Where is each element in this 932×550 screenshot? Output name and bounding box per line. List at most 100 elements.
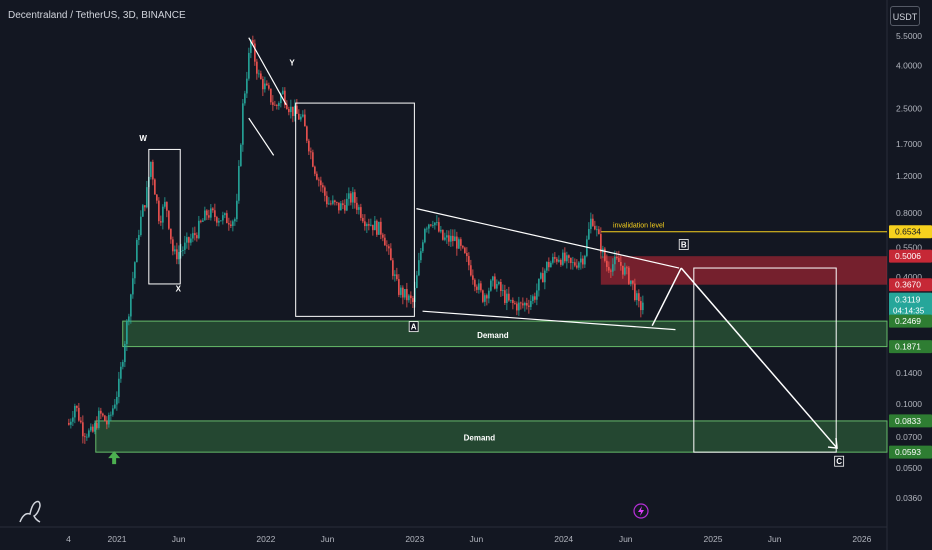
- x-tick-label: 2026: [852, 534, 871, 544]
- y-tick-label: 1.7000: [896, 139, 922, 149]
- candle-body: [114, 404, 116, 409]
- candle-body: [94, 423, 96, 432]
- candle-body: [642, 302, 644, 311]
- candle-body: [520, 302, 522, 304]
- candle-body: [572, 262, 574, 264]
- candle-body: [222, 215, 224, 221]
- candle-body: [322, 185, 324, 188]
- candle-body: [190, 238, 192, 243]
- candle-body: [574, 262, 576, 266]
- candle-body: [578, 262, 580, 268]
- candle-body: [610, 270, 612, 272]
- candle-body: [186, 237, 188, 243]
- x-tick-label: 2023: [405, 534, 424, 544]
- candle-body: [294, 105, 296, 117]
- candle-body: [84, 436, 86, 438]
- candle-body: [480, 283, 482, 291]
- x-tick-label: 2022: [256, 534, 275, 544]
- candle-body: [614, 256, 616, 265]
- symbol-title[interactable]: Decentraland / TetherUS, 3D, BINANCE: [8, 10, 186, 21]
- candle-body: [164, 201, 166, 207]
- wave-label-box-B: [678, 239, 689, 250]
- candle-body: [178, 252, 180, 260]
- candle-body: [422, 242, 424, 252]
- triangle-upper: [416, 208, 680, 269]
- candle-body: [558, 259, 560, 262]
- candle-body: [626, 267, 628, 269]
- candle-body: [352, 192, 354, 203]
- candle-body: [636, 293, 638, 301]
- candle-body: [348, 193, 350, 199]
- candle-body: [450, 235, 452, 242]
- up-arrow-icon: [108, 451, 121, 465]
- currency-button[interactable]: USDT: [890, 6, 920, 26]
- candle-body: [320, 180, 322, 186]
- wave-label-A: A: [411, 323, 417, 332]
- candle-body: [90, 426, 92, 431]
- candle-body: [630, 280, 632, 284]
- candle-body: [428, 224, 430, 229]
- candle-body: [158, 200, 160, 222]
- candle-body: [570, 257, 572, 263]
- candle-body: [214, 210, 216, 218]
- x-tick-label: 4: [66, 534, 71, 544]
- candle-body: [360, 207, 362, 218]
- wedge-upper: [248, 37, 287, 106]
- candle-body: [436, 222, 438, 223]
- candle-body: [496, 284, 498, 289]
- candle-body: [136, 240, 138, 263]
- candle-body: [362, 217, 364, 222]
- candle-body: [438, 222, 440, 232]
- candle-body: [198, 220, 200, 239]
- candle-body: [202, 220, 204, 222]
- candle-body: [552, 257, 554, 263]
- candle-body: [286, 104, 288, 110]
- candle-body: [576, 265, 578, 268]
- candle-body: [600, 234, 602, 253]
- candle-body: [272, 102, 274, 105]
- price-tag-label: 0.1871: [895, 342, 921, 352]
- candle-body: [260, 73, 262, 80]
- candle-body: [532, 296, 534, 301]
- candle-body: [292, 106, 294, 117]
- zone-label-0: Demand: [477, 331, 509, 340]
- price-tag-bg: [889, 278, 932, 292]
- candle-body: [584, 255, 586, 265]
- candle-body: [284, 90, 286, 105]
- candle-body: [72, 417, 74, 422]
- wave-label-X: X: [176, 285, 182, 294]
- candle-body: [270, 88, 272, 103]
- candle-body: [404, 289, 406, 298]
- candle-body: [554, 257, 556, 259]
- candle-body: [616, 256, 618, 259]
- candle-body: [456, 236, 458, 249]
- candle-body: [130, 294, 132, 317]
- projection-box: [693, 267, 837, 453]
- candle-body: [170, 228, 172, 240]
- x-tick-label: Jun: [470, 534, 484, 544]
- tradingview-logo-icon[interactable]: [19, 500, 41, 523]
- candle-body: [502, 290, 504, 292]
- x-tick-label: 2021: [108, 534, 127, 544]
- candle-body: [376, 220, 378, 235]
- candle-body: [384, 237, 386, 246]
- candle-body: [620, 261, 622, 266]
- candle-body: [454, 236, 456, 242]
- candle-body: [488, 290, 490, 299]
- candle-body: [524, 302, 526, 306]
- candle-body: [240, 144, 242, 166]
- candle-body: [420, 251, 422, 261]
- candle-body: [594, 225, 596, 230]
- y-tick-label: 1.2000: [896, 171, 922, 181]
- candle-body: [98, 410, 100, 428]
- candle-body: [458, 239, 460, 249]
- candle-body: [606, 260, 608, 267]
- candle-body: [568, 255, 570, 258]
- projection-down: [680, 267, 838, 449]
- candle-body: [548, 261, 550, 268]
- candle-body: [566, 255, 568, 262]
- candle-body: [180, 250, 182, 253]
- candle-body: [116, 396, 118, 405]
- candle-body: [342, 203, 344, 206]
